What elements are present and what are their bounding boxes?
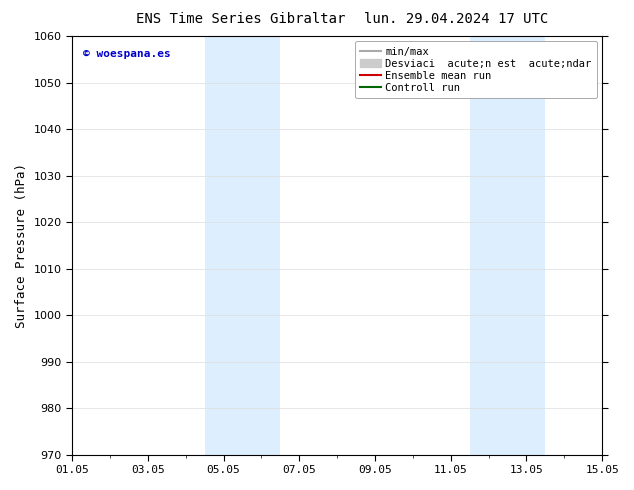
Bar (205, 36, 242, 455)
Bar (507, 36, 545, 455)
Bar (242, 36, 280, 455)
Text: lun. 29.04.2024 17 UTC: lun. 29.04.2024 17 UTC (365, 12, 548, 26)
Y-axis label: Surface Pressure (hPa): Surface Pressure (hPa) (15, 163, 28, 328)
Text: © woespana.es: © woespana.es (82, 49, 171, 59)
Bar (470, 36, 507, 455)
Text: ENS Time Series Gibraltar: ENS Time Series Gibraltar (136, 12, 346, 26)
Legend: min/max, Desviaci  acute;n est  acute;ndar, Ensemble mean run, Controll run: min/max, Desviaci acute;n est acute;ndar… (355, 41, 597, 98)
